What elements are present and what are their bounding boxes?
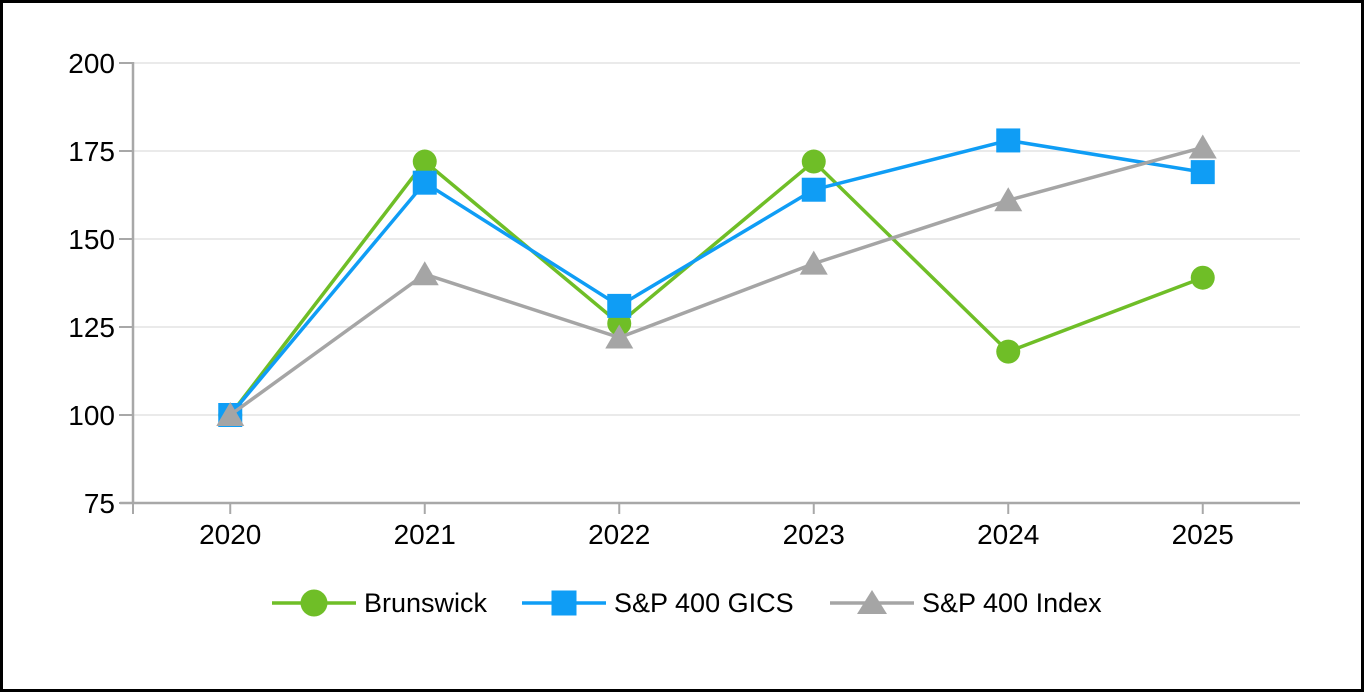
axis-labels-group: 75 100 125 150 175 200 2020 2021 2022 2023 2024 202… — [68, 48, 1234, 550]
brunswick-marker — [412, 149, 437, 174]
series-brunswick — [218, 149, 1215, 427]
y-tick-label: 150 — [68, 224, 115, 255]
x-tick-label: 2022 — [588, 519, 650, 550]
s-p-400-index-marker — [994, 187, 1023, 212]
s-p-400-gics-marker — [412, 170, 437, 195]
x-tick-label: 2024 — [977, 519, 1039, 550]
y-tick-label: 75 — [84, 488, 115, 519]
legend-item-brunswick: Brunswick — [272, 588, 488, 618]
legend-label: Brunswick — [364, 588, 488, 618]
x-tick-label: 2021 — [394, 519, 456, 550]
axes-group — [120, 62, 1300, 505]
legend-marker-circle — [300, 589, 328, 617]
y-tick-label: 125 — [68, 312, 115, 343]
s-p-400-index-marker — [216, 402, 245, 426]
s-p-400-gics-marker — [607, 293, 632, 318]
s-p-400-gics-marker — [801, 177, 826, 202]
legend-label: S&P 400 Index — [922, 588, 1102, 618]
series-s-p-400-index — [216, 134, 1217, 426]
s-p-400-index-marker — [1188, 134, 1217, 159]
legend-item-s-p-400-index: S&P 400 Index — [830, 588, 1102, 618]
brunswick-marker — [996, 339, 1021, 364]
y-tick-label: 175 — [68, 136, 115, 167]
gridlines-group — [133, 62, 1300, 416]
s-p-400-index-marker — [410, 261, 439, 286]
y-tick-label: 200 — [68, 48, 115, 79]
s-p-400-index-marker — [799, 250, 828, 275]
brunswick-marker — [801, 149, 826, 174]
brunswick-marker — [1190, 265, 1215, 290]
legend: Brunswick S&P 400 GICS S&P 400 Index — [272, 588, 1102, 618]
s-p-400-gics-line — [228, 138, 1204, 417]
legend-item-s-p-400-gics: S&P 400 GICS — [522, 588, 794, 618]
s-p-400-index-line — [229, 145, 1204, 417]
y-tick-label: 100 — [68, 400, 115, 431]
series-s-p-400-gics — [218, 128, 1215, 427]
brunswick-line — [228, 159, 1204, 417]
x-tick-label: 2025 — [1172, 519, 1234, 550]
stock-performance-chart: 75 100 125 150 175 200 2020 2021 2022 2023 2024 202… — [68, 48, 1300, 618]
series-group — [216, 128, 1217, 427]
legend-marker-square — [551, 590, 577, 616]
s-p-400-gics-marker — [996, 128, 1021, 153]
s-p-400-gics-marker — [1190, 160, 1215, 185]
axis-ticks-group — [119, 62, 1204, 514]
legend-label: S&P 400 GICS — [614, 588, 794, 618]
s-p-400-index-marker — [605, 324, 634, 349]
x-tick-label: 2020 — [199, 519, 261, 550]
x-tick-label: 2023 — [783, 519, 845, 550]
legend-marker-triangle — [857, 590, 887, 614]
